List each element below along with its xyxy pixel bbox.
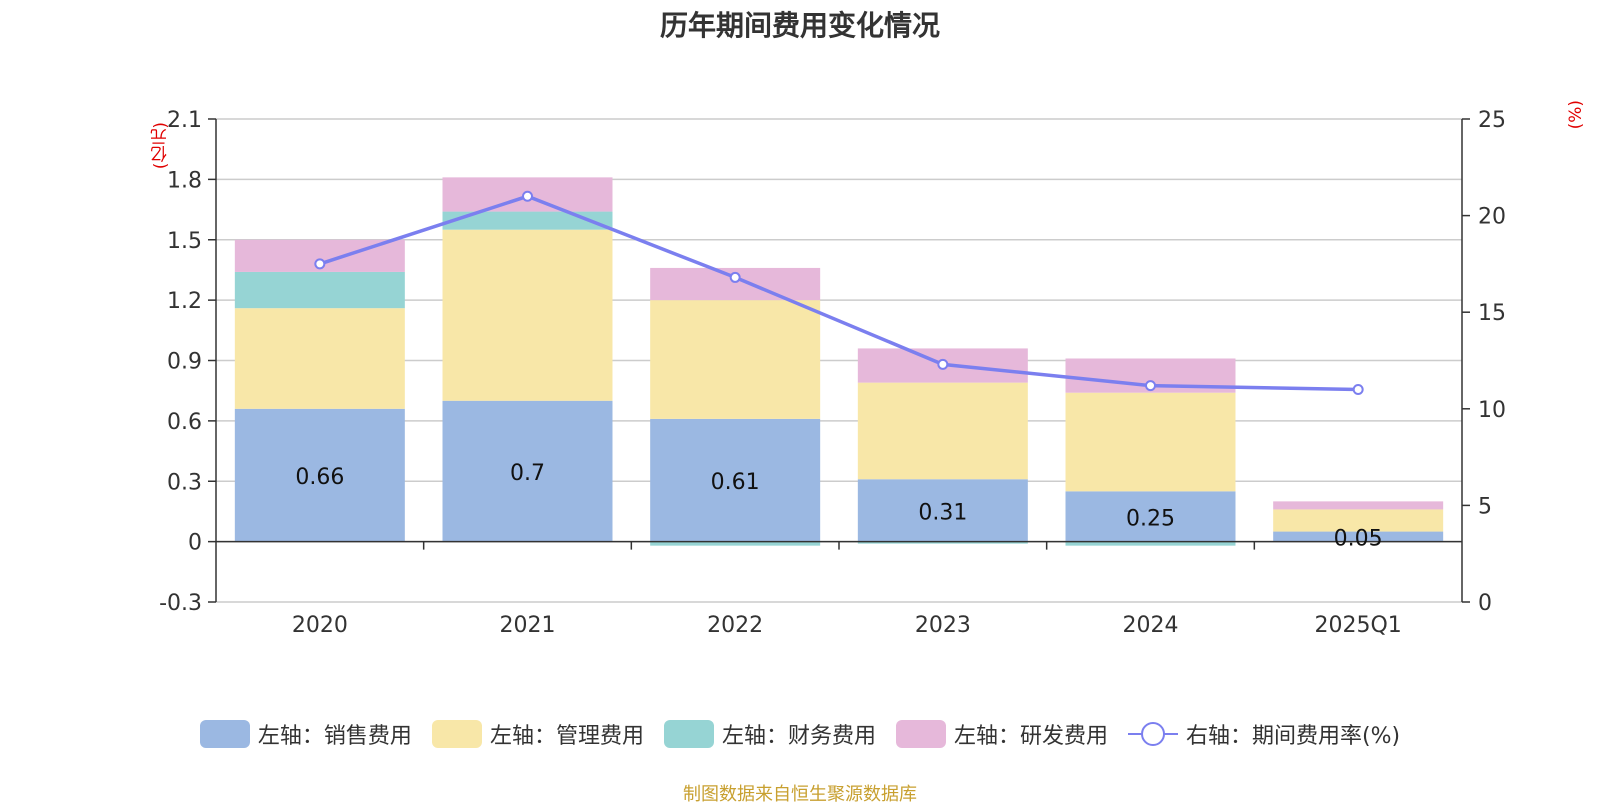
- bar-finance: [1065, 541, 1236, 546]
- legend-label-finance: 左轴：财务费用: [721, 724, 876, 749]
- legend-item-expense-rate[interactable]: 右轴：期间费用率(%): [1127, 718, 1401, 750]
- data-label-sales: 0.05: [1334, 527, 1383, 552]
- left-tick-label: -0.3: [159, 591, 202, 616]
- legend-swatch-admin: [431, 720, 482, 748]
- bar-admin: [1065, 392, 1236, 492]
- expense-rate-point: [729, 271, 741, 283]
- bar-rnd: [1273, 501, 1444, 510]
- bar-finance: [442, 211, 613, 230]
- left-tick-label: 0.6: [167, 410, 202, 435]
- bar-finance: [234, 271, 405, 309]
- chart-legend: 左轴：销售费用 左轴：管理费用 左轴：财务费用 左轴：研发费用 右轴：期间费用率…: [0, 718, 1600, 750]
- left-tick-label: 0.3: [167, 470, 202, 495]
- bar-finance: [857, 541, 1028, 544]
- legend-label-expense-rate: 右轴：期间费用率(%): [1185, 724, 1401, 749]
- category-label: 2021: [500, 613, 556, 638]
- bar-sales: [650, 418, 821, 542]
- expense-rate-point: [1145, 380, 1156, 392]
- right-tick-label: 15: [1478, 301, 1506, 326]
- legend-item-rnd[interactable]: 左轴：研发费用: [895, 718, 1108, 750]
- category-label: 2022: [707, 613, 763, 638]
- bar-sales: [1273, 531, 1444, 542]
- right-tick-label: 10: [1478, 398, 1506, 423]
- left-tick-label: 1.5: [167, 229, 202, 254]
- data-label-sales: 0.7: [510, 461, 545, 486]
- bar-admin: [1273, 509, 1444, 532]
- legend-item-finance[interactable]: 左轴：财务费用: [663, 718, 876, 750]
- legend-swatch-finance: [663, 720, 714, 748]
- legend-item-sales[interactable]: 左轴：销售费用: [199, 718, 412, 750]
- data-label-sales: 0.31: [918, 500, 967, 525]
- right-tick-label: 5: [1478, 494, 1492, 519]
- legend-label-admin: 左轴：管理费用: [489, 724, 644, 749]
- expense-rate-point: [314, 258, 326, 270]
- legend-label-sales: 左轴：销售费用: [257, 724, 412, 749]
- legend-swatch-expense-rate: [1127, 720, 1178, 748]
- legend-swatch-rnd: [895, 720, 946, 748]
- left-tick-label: 2.1: [167, 108, 202, 133]
- expense-rate-point: [522, 190, 533, 202]
- bar-admin: [442, 229, 613, 401]
- legend-swatch-sales: [199, 720, 250, 748]
- bar-admin: [857, 382, 1028, 480]
- bar-sales: [234, 408, 405, 542]
- category-label: 2024: [1123, 613, 1179, 638]
- category-label: 2025Q1: [1315, 613, 1402, 638]
- expense-rate-point: [937, 358, 949, 370]
- data-label-sales: 0.61: [711, 470, 760, 495]
- bar-admin: [234, 308, 405, 409]
- bar-finance: [650, 541, 821, 546]
- chart-title: 历年期间费用变化情况: [659, 9, 940, 42]
- source-note: 制图数据来自恒生聚源数据库: [683, 784, 917, 805]
- left-tick-label: 1.8: [167, 168, 202, 193]
- expense-rate-point: [1352, 383, 1364, 395]
- bar-sales: [442, 400, 613, 542]
- bar-sales: [1065, 491, 1236, 542]
- right-tick-label: 0: [1478, 591, 1492, 616]
- left-tick-label: 1.2: [167, 289, 202, 314]
- data-label-sales: 0.25: [1126, 506, 1175, 531]
- left-tick-label: 0.9: [167, 350, 202, 375]
- legend-item-admin[interactable]: 左轴：管理费用: [431, 718, 644, 750]
- bar-admin: [650, 300, 821, 419]
- category-label: 2020: [292, 613, 348, 638]
- right-tick-label: 25: [1478, 108, 1506, 133]
- expense-chart: -0.3 0 0.3 0.6 0.9 1.2 1.5 1.8 2.1 0 5 10 15 20 25 0.66…: [159, 108, 1506, 638]
- right-tick-label: 20: [1478, 205, 1506, 230]
- legend-label-rnd: 左轴：研发费用: [953, 724, 1108, 749]
- expense-rate-line: [319, 194, 1359, 392]
- left-tick-label: 0: [188, 531, 202, 556]
- data-label-sales: 0.66: [295, 465, 344, 490]
- bar-sales: [857, 479, 1028, 542]
- category-label: 2023: [915, 613, 971, 638]
